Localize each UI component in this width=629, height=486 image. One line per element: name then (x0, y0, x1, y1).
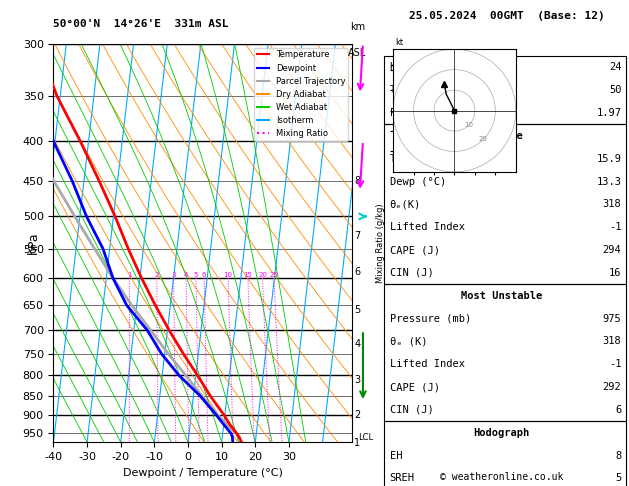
Text: 5: 5 (615, 473, 621, 484)
Text: 4: 4 (184, 272, 188, 278)
Text: 10: 10 (223, 272, 233, 278)
Text: 4: 4 (354, 339, 360, 349)
X-axis label: Dewpoint / Temperature (°C): Dewpoint / Temperature (°C) (123, 468, 283, 478)
Text: 294: 294 (603, 245, 621, 255)
Text: SREH: SREH (389, 473, 415, 484)
Text: Surface: Surface (480, 131, 523, 141)
Text: 24: 24 (609, 62, 621, 72)
Text: 2: 2 (354, 410, 360, 420)
Text: 15: 15 (243, 272, 252, 278)
Text: Dewp (°C): Dewp (°C) (389, 176, 446, 187)
Bar (384, 421, 626, 486)
Text: CIN (J): CIN (J) (389, 268, 433, 278)
Text: 8: 8 (354, 176, 360, 186)
Text: 2: 2 (155, 272, 159, 278)
Bar (384, 284, 626, 421)
Text: 318: 318 (603, 336, 621, 347)
Text: 318: 318 (603, 199, 621, 209)
Text: ASL: ASL (348, 48, 367, 58)
Text: 6: 6 (354, 267, 360, 278)
Text: 25.05.2024  00GMT  (Base: 12): 25.05.2024 00GMT (Base: 12) (409, 11, 604, 21)
Text: 25: 25 (270, 272, 279, 278)
Text: Temp (°C): Temp (°C) (389, 154, 446, 164)
Text: EH: EH (389, 451, 402, 461)
Text: 6: 6 (202, 272, 206, 278)
Bar (384, 124, 626, 284)
Text: © weatheronline.co.uk: © weatheronline.co.uk (440, 472, 564, 482)
Legend: Temperature, Dewpoint, Parcel Trajectory, Dry Adiabat, Wet Adiabat, Isotherm, Mi: Temperature, Dewpoint, Parcel Trajectory… (254, 48, 348, 141)
Text: 1.97: 1.97 (596, 108, 621, 118)
Text: 13.3: 13.3 (596, 176, 621, 187)
Text: Mixing Ratio (g/kg): Mixing Ratio (g/kg) (376, 203, 385, 283)
Text: Most Unstable: Most Unstable (461, 291, 542, 301)
Text: 5: 5 (354, 305, 360, 315)
Text: hPa: hPa (26, 232, 40, 254)
Text: 50°00'N  14°26'E  331m ASL: 50°00'N 14°26'E 331m ASL (53, 19, 229, 29)
Text: Lifted Index: Lifted Index (389, 222, 465, 232)
Text: 6: 6 (615, 405, 621, 415)
Text: 1: 1 (354, 437, 360, 448)
Text: kt: kt (395, 38, 403, 47)
Text: 3: 3 (354, 375, 360, 384)
Text: 16: 16 (609, 268, 621, 278)
Text: θₑ (K): θₑ (K) (389, 336, 427, 347)
Text: LCL: LCL (359, 433, 374, 441)
Text: K: K (389, 62, 396, 72)
Text: 3: 3 (172, 272, 176, 278)
Text: 1: 1 (127, 272, 132, 278)
Text: -1: -1 (609, 359, 621, 369)
Text: 292: 292 (603, 382, 621, 392)
Text: 50: 50 (609, 85, 621, 95)
Text: 15.9: 15.9 (596, 154, 621, 164)
Text: 10: 10 (464, 122, 473, 128)
Text: 20: 20 (258, 272, 267, 278)
Text: km: km (350, 22, 365, 32)
Text: 8: 8 (615, 451, 621, 461)
Text: Hodograph: Hodograph (474, 428, 530, 438)
Text: Lifted Index: Lifted Index (389, 359, 465, 369)
Bar (384, 56, 626, 124)
Text: CAPE (J): CAPE (J) (389, 382, 440, 392)
Text: 975: 975 (603, 313, 621, 324)
Text: 5: 5 (194, 272, 198, 278)
Text: 20: 20 (479, 136, 487, 142)
Text: 7: 7 (354, 231, 360, 241)
Text: CAPE (J): CAPE (J) (389, 245, 440, 255)
Text: Pressure (mb): Pressure (mb) (389, 313, 470, 324)
Text: PW (cm): PW (cm) (389, 108, 433, 118)
Text: Totals Totals: Totals Totals (389, 85, 470, 95)
Text: θₑ(K): θₑ(K) (389, 199, 421, 209)
Text: -1: -1 (609, 222, 621, 232)
Text: CIN (J): CIN (J) (389, 405, 433, 415)
